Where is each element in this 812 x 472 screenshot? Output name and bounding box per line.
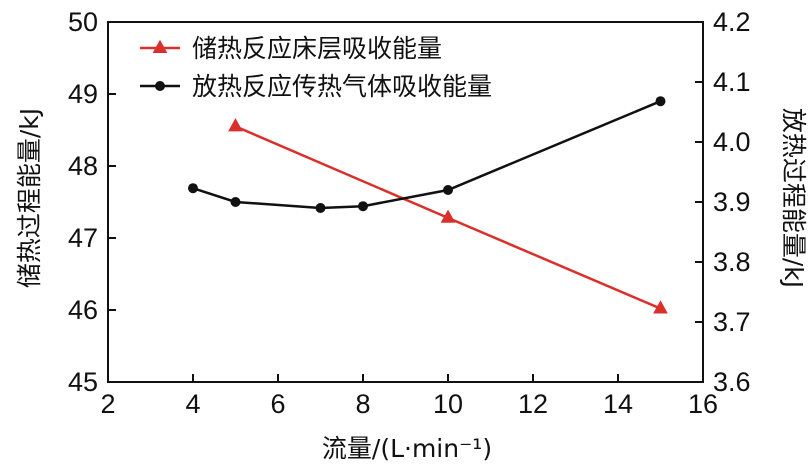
x-tick-label: 12 bbox=[518, 389, 548, 419]
left-y-tick-label: 48 bbox=[68, 151, 98, 181]
right-y-tick-label: 4.2 bbox=[713, 7, 751, 37]
x-tick-label: 16 bbox=[688, 389, 718, 419]
series-1 bbox=[228, 118, 668, 314]
circle-point bbox=[443, 185, 453, 195]
legend-label: 放热反应传热气体吸收能量 bbox=[192, 72, 492, 101]
circle-point bbox=[230, 197, 241, 207]
right-y-axis-title: 放热过程能量/kJ bbox=[779, 108, 808, 288]
right-y-axis-ticks: 3.6 3.7 3.8 3.9 4.0 4.1 4.2 bbox=[695, 7, 751, 397]
x-tick-label: 8 bbox=[355, 389, 370, 419]
right-y-tick-label: 4.1 bbox=[713, 67, 751, 97]
triangle-point bbox=[653, 300, 668, 314]
left-y-tick-label: 50 bbox=[68, 7, 98, 37]
series-layer bbox=[188, 96, 668, 314]
x-tick-label: 2 bbox=[100, 389, 115, 419]
x-tick-label: 10 bbox=[433, 389, 463, 419]
right-y-tick-label: 4.0 bbox=[713, 127, 751, 157]
left-y-axis-ticks: 45 46 47 48 49 50 bbox=[68, 7, 116, 397]
left-y-tick-label: 49 bbox=[68, 79, 98, 109]
x-axis-ticks: 2 4 6 8 10 12 14 16 bbox=[100, 374, 718, 419]
x-tick-label: 6 bbox=[270, 389, 285, 419]
circle-point bbox=[358, 201, 368, 212]
series-line bbox=[192, 100, 661, 210]
legend-label: 储热反应床层吸收能量 bbox=[192, 34, 442, 63]
x-tick-label: 14 bbox=[603, 389, 633, 419]
circle-point bbox=[655, 96, 666, 107]
series-2 bbox=[188, 96, 666, 213]
legend-circle-marker bbox=[155, 81, 165, 91]
x-tick-label: 4 bbox=[185, 389, 200, 419]
right-y-tick-label: 3.6 bbox=[713, 367, 751, 397]
legend-triangle-marker bbox=[152, 39, 168, 53]
triangle-point bbox=[228, 118, 243, 132]
left-y-tick-label: 45 bbox=[68, 367, 98, 397]
left-y-axis-title: 储热过程能量/kJ bbox=[15, 108, 44, 288]
right-y-tick-label: 3.9 bbox=[713, 187, 751, 217]
circle-point bbox=[315, 203, 326, 213]
right-y-tick-label: 3.8 bbox=[713, 247, 751, 277]
x-axis-title: 流量/(L·min⁻¹) bbox=[322, 434, 492, 463]
triangle-point bbox=[440, 209, 456, 223]
left-y-tick-label: 46 bbox=[68, 295, 98, 325]
left-y-tick-label: 47 bbox=[68, 223, 98, 253]
right-y-tick-label: 3.7 bbox=[713, 307, 751, 337]
circle-point bbox=[188, 183, 198, 194]
